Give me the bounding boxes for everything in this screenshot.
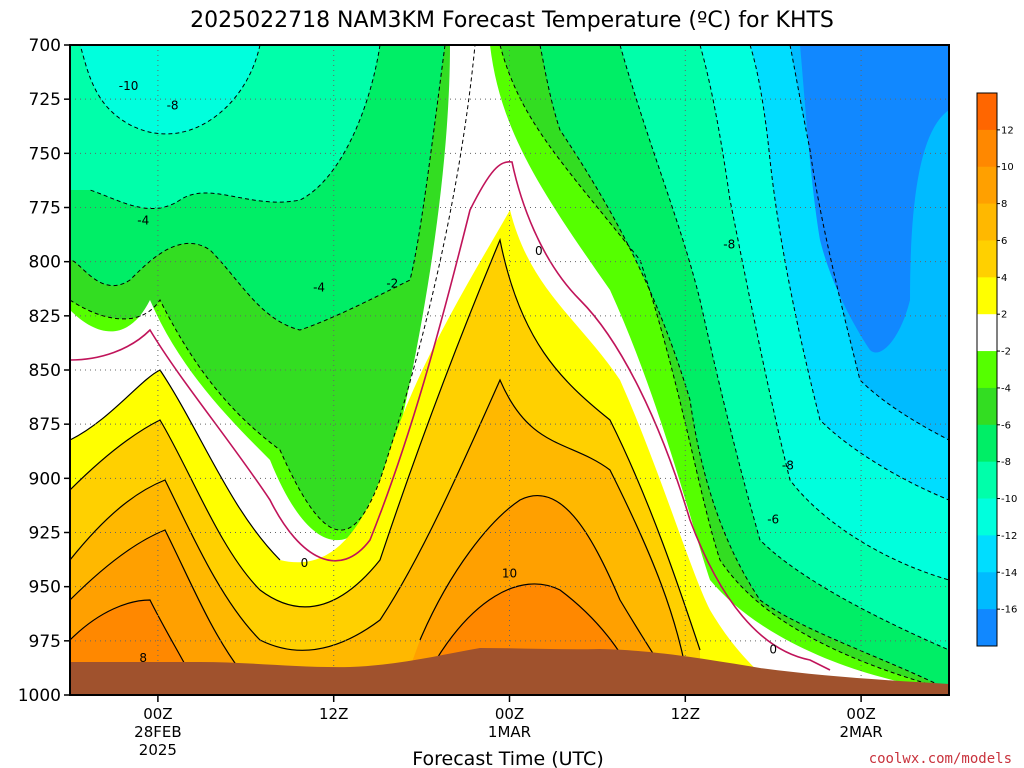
y-tick-label: 825 xyxy=(29,307,61,327)
contour-label: -8 xyxy=(782,458,794,472)
y-tick-label: 850 xyxy=(29,361,61,381)
contour-label: -8 xyxy=(723,237,735,251)
colorbar-band xyxy=(977,387,997,426)
contour-label: 0 xyxy=(769,643,777,657)
colorbar-band xyxy=(977,93,997,131)
y-tick-label: 950 xyxy=(29,578,61,598)
colorbar-band xyxy=(977,314,997,352)
y-tick-label: 800 xyxy=(29,253,61,273)
y-tick-label: 875 xyxy=(29,415,61,435)
contour-line-zero xyxy=(70,161,831,671)
colorbar-tick-label: -12 xyxy=(1001,531,1017,542)
colorbar-tick-label: -2 xyxy=(1001,347,1011,358)
field-minus10 xyxy=(80,45,260,134)
x-tick-label: 2MAR xyxy=(840,723,883,741)
colorbar-tick-label: 2 xyxy=(1001,310,1007,321)
contour-line xyxy=(70,45,446,331)
colorbar-band xyxy=(977,424,997,463)
x-tick-label: 1MAR xyxy=(488,723,531,741)
colorbar-band xyxy=(977,203,997,241)
colorbar-tick-label: 4 xyxy=(1001,273,1007,284)
chart-title: 2025022718 NAM3KM Forecast Temperature (… xyxy=(190,8,834,33)
field-minus16-right xyxy=(800,45,949,353)
colorbar-tick-label: -4 xyxy=(1001,383,1011,394)
colorbar-band xyxy=(977,351,997,389)
contour-label: 0 xyxy=(535,244,543,258)
colorbar-band xyxy=(977,240,997,278)
y-tick-label: 725 xyxy=(29,90,61,110)
plot-area xyxy=(70,45,949,695)
colorbar-band xyxy=(977,166,997,205)
colorbar-tick-label: 8 xyxy=(1001,199,1007,210)
contour-label: -2 xyxy=(386,276,398,290)
contour-label: 10 xyxy=(502,567,517,581)
x-tick-label: 12Z xyxy=(319,705,348,723)
colorbar-band xyxy=(977,461,997,500)
colorbar-tick-label: -6 xyxy=(1001,420,1011,431)
contour-line xyxy=(70,378,691,695)
contour-label: -10 xyxy=(119,79,139,93)
contour-label: -6 xyxy=(767,513,779,527)
y-tick-label: 1000 xyxy=(18,686,61,706)
x-tick-label: 00Z xyxy=(143,705,172,723)
contour-labels: -10 -8 -4 -4 -2 0 0 10 8 -8 -8 -6 0 xyxy=(119,79,794,665)
x-tick-label: 12Z xyxy=(671,705,700,723)
colorbar-tick-label: -10 xyxy=(1001,494,1017,505)
colorbar-tick-label: -16 xyxy=(1001,605,1017,616)
zero-contour xyxy=(70,161,831,671)
contour-line xyxy=(499,45,949,691)
credit-text: coolwx.com/models xyxy=(869,751,1012,767)
contour-line xyxy=(539,45,949,691)
contour-line xyxy=(789,45,949,441)
x-tick-label: 00Z xyxy=(495,705,524,723)
cold-contours xyxy=(70,45,949,691)
x-axis-label: Forecast Time (UTC) xyxy=(412,748,603,768)
x-tick-label: 00Z xyxy=(846,705,875,723)
x-tick-label: 28FEB xyxy=(134,723,181,741)
colorbar-band xyxy=(977,535,997,573)
colorbar-band xyxy=(977,277,997,315)
colorbar: 12 10 8 6 4 2 -2 -4 -6 -8 -10 -12 -14 -16 xyxy=(976,92,1017,647)
contour-line xyxy=(79,45,261,135)
y-axis: 700 725 750 775 800 825 850 875 900 925 950 975 1000 xyxy=(18,36,70,706)
contour-line xyxy=(749,45,949,501)
contour-line xyxy=(699,45,949,581)
colorbar-frame xyxy=(976,92,998,647)
y-tick-label: 775 xyxy=(29,199,61,219)
colorbar-band xyxy=(977,572,997,610)
colorbar-tick-label: 10 xyxy=(1001,162,1014,173)
contour-label: 8 xyxy=(139,651,147,665)
colorbar-band xyxy=(977,498,997,536)
contour-label: -4 xyxy=(137,214,149,228)
grid-lines xyxy=(70,45,949,695)
y-tick-label: 975 xyxy=(29,632,61,652)
contour-line xyxy=(619,45,949,651)
y-tick-label: 925 xyxy=(29,524,61,544)
y-tick-label: 700 xyxy=(29,36,61,56)
ground-surface xyxy=(70,648,949,695)
contour-line xyxy=(70,369,281,561)
contour-label: -8 xyxy=(167,99,179,113)
contour-label: -4 xyxy=(313,281,325,295)
x-tick-label: 2025 xyxy=(139,741,177,759)
contour-line xyxy=(70,45,476,531)
colorbar-tick-label: 12 xyxy=(1001,125,1014,136)
contour-line xyxy=(70,237,701,651)
y-tick-label: 900 xyxy=(29,469,61,489)
y-tick-label: 750 xyxy=(29,144,61,164)
colorbar-tick-label: -14 xyxy=(1001,568,1017,579)
colorbar-band xyxy=(977,129,997,168)
colorbar-tick-label: -8 xyxy=(1001,457,1011,468)
colorbar-band xyxy=(977,609,997,647)
colorbar-tick-label: 6 xyxy=(1001,236,1007,247)
contour-line xyxy=(70,494,681,695)
contour-label: 0 xyxy=(301,556,309,570)
